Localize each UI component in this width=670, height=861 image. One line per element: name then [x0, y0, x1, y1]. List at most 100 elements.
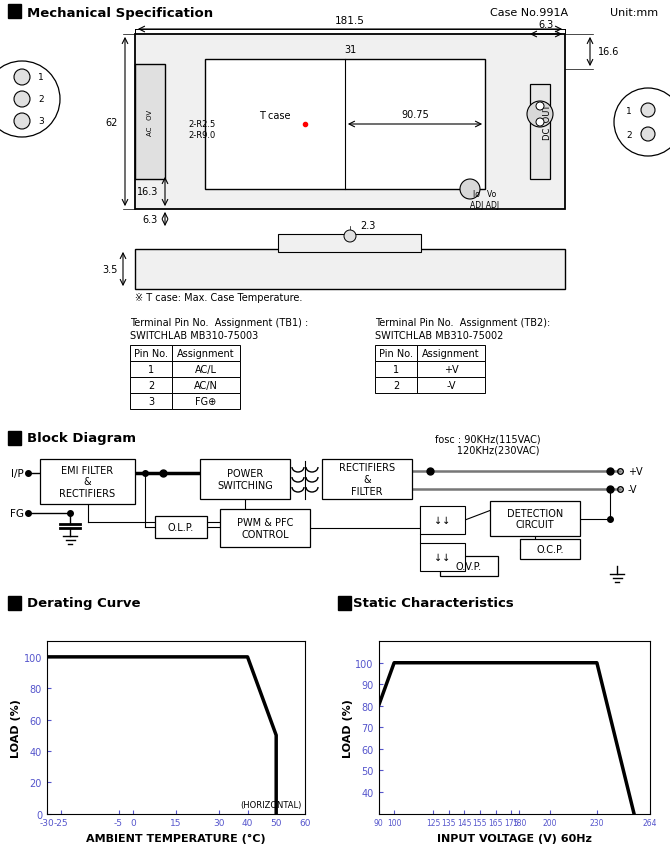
Bar: [420, 543, 465, 572]
Text: EMI FILTER
&
RECTIFIERS: EMI FILTER & RECTIFIERS: [60, 465, 115, 499]
Text: 1: 1: [148, 364, 154, 375]
Circle shape: [641, 104, 655, 118]
Text: 1: 1: [38, 73, 44, 83]
Circle shape: [527, 102, 553, 127]
Circle shape: [536, 119, 544, 127]
Text: Case No.991A: Case No.991A: [490, 8, 568, 18]
Text: 6.3: 6.3: [143, 214, 158, 225]
Bar: [440, 556, 498, 576]
Bar: [172, 362, 240, 378]
Text: PWM & PFC
CONTROL: PWM & PFC CONTROL: [237, 517, 293, 539]
Text: Block Diagram: Block Diagram: [27, 432, 136, 445]
Text: 31: 31: [344, 45, 356, 55]
Bar: [8, 597, 21, 610]
Text: 2: 2: [626, 130, 632, 139]
Bar: [135, 250, 565, 289]
Text: Assignment: Assignment: [422, 349, 480, 358]
Text: 2: 2: [393, 381, 399, 391]
Circle shape: [641, 127, 655, 142]
Text: 90.75: 90.75: [401, 110, 429, 120]
Circle shape: [0, 62, 60, 138]
Bar: [338, 597, 351, 610]
Bar: [220, 510, 310, 548]
Text: -V: -V: [446, 381, 456, 391]
Text: O.V.P.: O.V.P.: [456, 561, 482, 572]
Bar: [130, 378, 172, 393]
Text: Terminal Pin No.  Assignment (TB2):: Terminal Pin No. Assignment (TB2):: [375, 318, 550, 328]
Bar: [155, 517, 207, 538]
Text: 62: 62: [106, 117, 118, 127]
Circle shape: [14, 92, 30, 108]
Circle shape: [460, 180, 480, 200]
Bar: [375, 362, 417, 378]
Text: DETECTION
CIRCUIT: DETECTION CIRCUIT: [507, 508, 563, 530]
Bar: [172, 378, 240, 393]
Y-axis label: LOAD (%): LOAD (%): [342, 698, 352, 757]
Text: Terminal Pin No.  Assignment (TB1) :: Terminal Pin No. Assignment (TB1) :: [130, 318, 308, 328]
Text: 181.5: 181.5: [335, 16, 365, 26]
Text: O.L.P.: O.L.P.: [168, 523, 194, 532]
Bar: [375, 378, 417, 393]
Text: I/P: I/P: [11, 468, 24, 479]
Text: -V: -V: [628, 485, 637, 494]
Bar: [322, 460, 412, 499]
Bar: [375, 345, 417, 362]
Text: Derating Curve: Derating Curve: [27, 597, 141, 610]
Bar: [200, 460, 290, 499]
Text: AC/L: AC/L: [195, 364, 217, 375]
Bar: [130, 393, 172, 410]
Text: 3: 3: [38, 117, 44, 127]
Text: Pin No.: Pin No.: [134, 349, 168, 358]
Text: DC  OUT: DC OUT: [543, 104, 551, 139]
Circle shape: [14, 70, 30, 86]
Bar: [417, 345, 485, 362]
Text: 2-R2.5
2-R9.0: 2-R2.5 2-R9.0: [188, 121, 215, 139]
Bar: [420, 506, 465, 535]
Bar: [417, 362, 485, 378]
Text: 120KHz(230VAC): 120KHz(230VAC): [435, 445, 539, 455]
Circle shape: [614, 89, 670, 157]
Circle shape: [536, 102, 544, 111]
Bar: [530, 85, 550, 180]
Bar: [40, 460, 135, 505]
Bar: [172, 393, 240, 410]
Bar: [172, 345, 240, 362]
Text: 3.5: 3.5: [103, 264, 118, 275]
Text: AC/N: AC/N: [194, 381, 218, 391]
Text: FG⊕: FG⊕: [196, 397, 216, 406]
Text: ↓↓: ↓↓: [434, 553, 451, 562]
Text: (HORIZONTAL): (HORIZONTAL): [241, 800, 302, 809]
Text: POWER
SWITCHING: POWER SWITCHING: [217, 468, 273, 490]
Text: 16.3: 16.3: [137, 187, 158, 197]
Text: Assignment: Assignment: [177, 349, 234, 358]
Text: O.C.P.: O.C.P.: [536, 544, 563, 554]
Text: SWITCHLAB MB310-75003: SWITCHLAB MB310-75003: [130, 331, 258, 341]
Y-axis label: LOAD (%): LOAD (%): [11, 698, 21, 757]
Text: Mechanical Specification: Mechanical Specification: [27, 7, 213, 20]
Text: 3: 3: [148, 397, 154, 406]
Bar: [417, 378, 485, 393]
Bar: [278, 235, 421, 253]
Text: 16.6: 16.6: [598, 47, 619, 57]
Text: 1: 1: [626, 107, 632, 115]
Text: ↓↓: ↓↓: [434, 516, 451, 525]
Text: Unit:mm: Unit:mm: [610, 8, 658, 18]
X-axis label: INPUT VOLTAGE (V) 60Hz: INPUT VOLTAGE (V) 60Hz: [437, 833, 592, 843]
Bar: [135, 65, 165, 180]
Text: ※ T case: Max. Case Temperature.: ※ T case: Max. Case Temperature.: [135, 293, 302, 303]
Text: RECTIFIERS
&
FILTER: RECTIFIERS & FILTER: [339, 463, 395, 496]
Text: Static Characteristics: Static Characteristics: [353, 597, 514, 610]
Text: fosc : 90KHz(115VAC): fosc : 90KHz(115VAC): [435, 435, 541, 444]
Text: 2: 2: [148, 381, 154, 391]
Text: AC   OV: AC OV: [147, 110, 153, 136]
Circle shape: [14, 114, 30, 130]
Bar: [205, 60, 485, 189]
Circle shape: [344, 231, 356, 243]
Bar: [130, 362, 172, 378]
Text: SWITCHLAB MB310-75002: SWITCHLAB MB310-75002: [375, 331, 503, 341]
Bar: [8, 5, 21, 19]
Text: Io   Vo
ADJ ADJ: Io Vo ADJ ADJ: [470, 190, 500, 209]
Text: 2.3: 2.3: [360, 220, 375, 231]
Text: +V: +V: [628, 467, 643, 476]
Text: 1: 1: [393, 364, 399, 375]
